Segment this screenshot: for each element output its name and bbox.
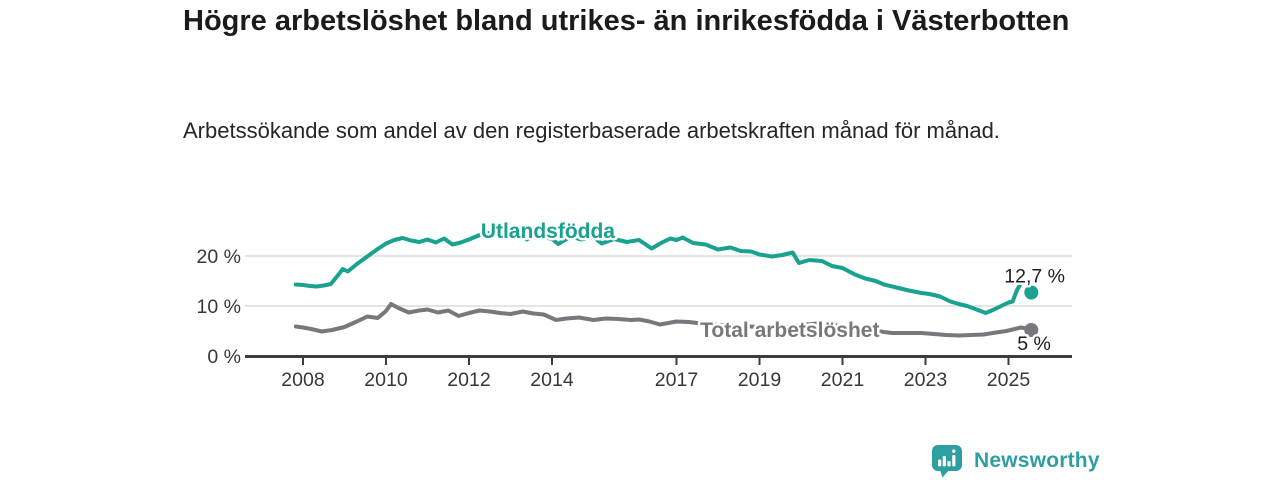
x-tick-label: 2025 [987,369,1031,391]
x-tick-label: 2010 [364,369,408,391]
x-tick-label: 2012 [447,369,490,391]
x-tick-label: 2008 [281,369,324,391]
series-line-utlandsfodda [293,230,1023,315]
x-tick-label: 2014 [530,369,574,391]
series-line-total [293,302,1030,338]
x-tick-label: 2021 [821,369,864,391]
x-tick-label: 2017 [655,369,698,391]
newsworthy-bubble-chart-icon [932,445,962,478]
series-end-dot-total [1024,323,1039,337]
series-label-utlandsfodda: Utlandsfödda [481,220,615,243]
x-tick-label: 2019 [738,369,781,391]
series-label-total: Total arbetslöshet [700,319,879,342]
chart-title: Högre arbetslöshet bland utrikes- än inr… [183,5,1070,37]
end-value-label-utlandsfodda: 12,7 % [1004,266,1065,288]
chart-subtitle: Arbetssökande som andel av den registerb… [183,118,1000,143]
end-value-label-total: 5 % [1017,333,1051,355]
series-end-dot-utlandsfodda [1024,285,1039,300]
y-tick-label: 20 % [197,246,241,268]
newsworthy-logo: Newsworthy [930,444,1100,478]
newsworthy-wordmark: Newsworthy [974,449,1100,472]
x-tick-label: 2023 [904,369,947,391]
y-tick-label: 10 % [197,296,241,318]
y-tick-label: 0 % [207,346,241,368]
